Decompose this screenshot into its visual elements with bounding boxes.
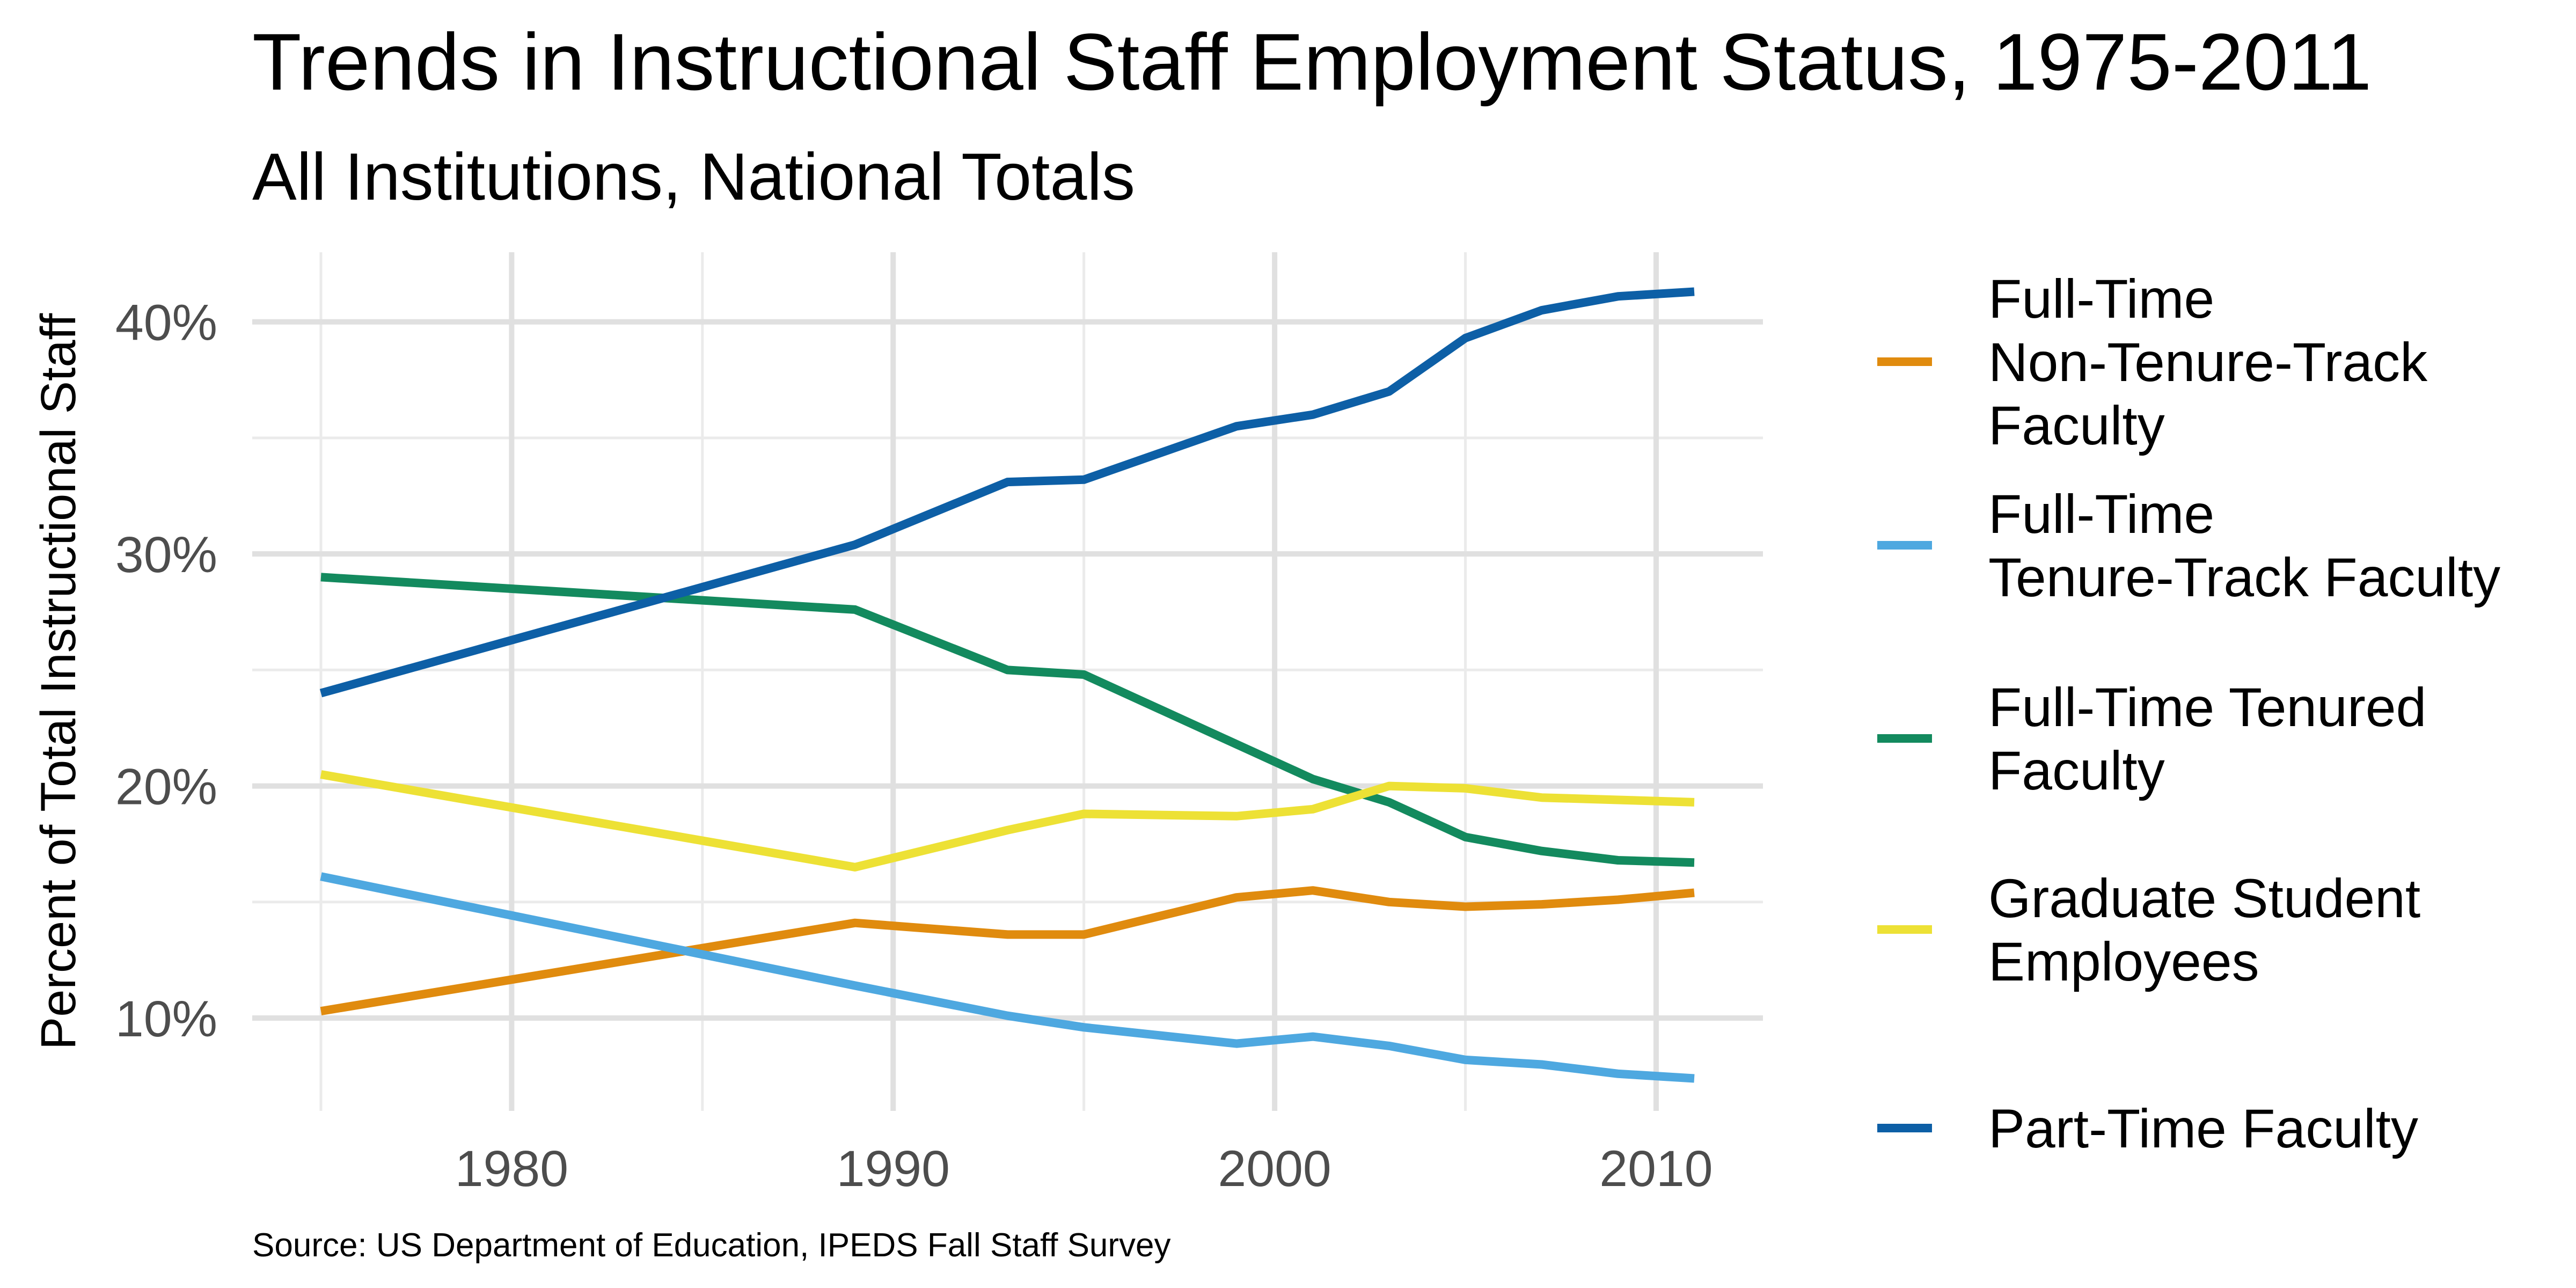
series-line-2: [320, 573, 1695, 867]
legend-label-line: Full-Time Tenured: [1988, 677, 2426, 738]
series-line-0: [320, 886, 1695, 1015]
legend-label-line: Full-Time: [1988, 268, 2214, 330]
legend-label-0: Full-Time Non-Tenure-Track Faculty: [1988, 268, 2428, 456]
y-tick-label: 40%: [115, 295, 217, 352]
legend-label-line: Tenure-Track Faculty: [1988, 547, 2500, 608]
legend-label-2: Full-Time Tenured Faculty: [1988, 677, 2426, 801]
legend-label-line: Non-Tenure-Track: [1988, 332, 2428, 393]
series-line-4: [319, 287, 1695, 698]
series-line-3: [320, 770, 1695, 872]
x-tick-label: 2010: [1599, 1140, 1713, 1197]
chart-caption: Source: US Department of Education, IPED…: [252, 1227, 1171, 1264]
legend-label-line: Full-Time: [1988, 484, 2214, 545]
legend-label-line: Part-Time Faculty: [1988, 1098, 2418, 1159]
legend-label-3: Graduate Student Employees: [1988, 868, 2420, 992]
x-tick-label: 1980: [455, 1140, 568, 1197]
y-tick-label: 10%: [115, 991, 217, 1048]
legend-label-4: Part-Time Faculty: [1988, 1098, 2418, 1159]
legend-label-line: Faculty: [1988, 395, 2165, 456]
x-tick-label: 1990: [837, 1140, 950, 1197]
y-axis-title: Percent of Total Instructional Staff: [31, 313, 86, 1050]
x-tick-label: 2000: [1218, 1140, 1331, 1197]
legend-label-line: Graduate Student: [1988, 868, 2420, 929]
chart-subtitle: All Institutions, National Totals: [252, 140, 1135, 214]
legend-label-line: Faculty: [1988, 740, 2165, 801]
y-tick-label: 30%: [115, 526, 217, 583]
series-line-1: [320, 872, 1695, 1083]
legend-label-line: Employees: [1988, 931, 2259, 992]
legend-label-1: Full-Time Tenure-Track Faculty: [1988, 484, 2500, 608]
y-tick-label: 20%: [115, 759, 217, 816]
chart-title: Trends in Instructional Staff Employment…: [252, 17, 2372, 107]
